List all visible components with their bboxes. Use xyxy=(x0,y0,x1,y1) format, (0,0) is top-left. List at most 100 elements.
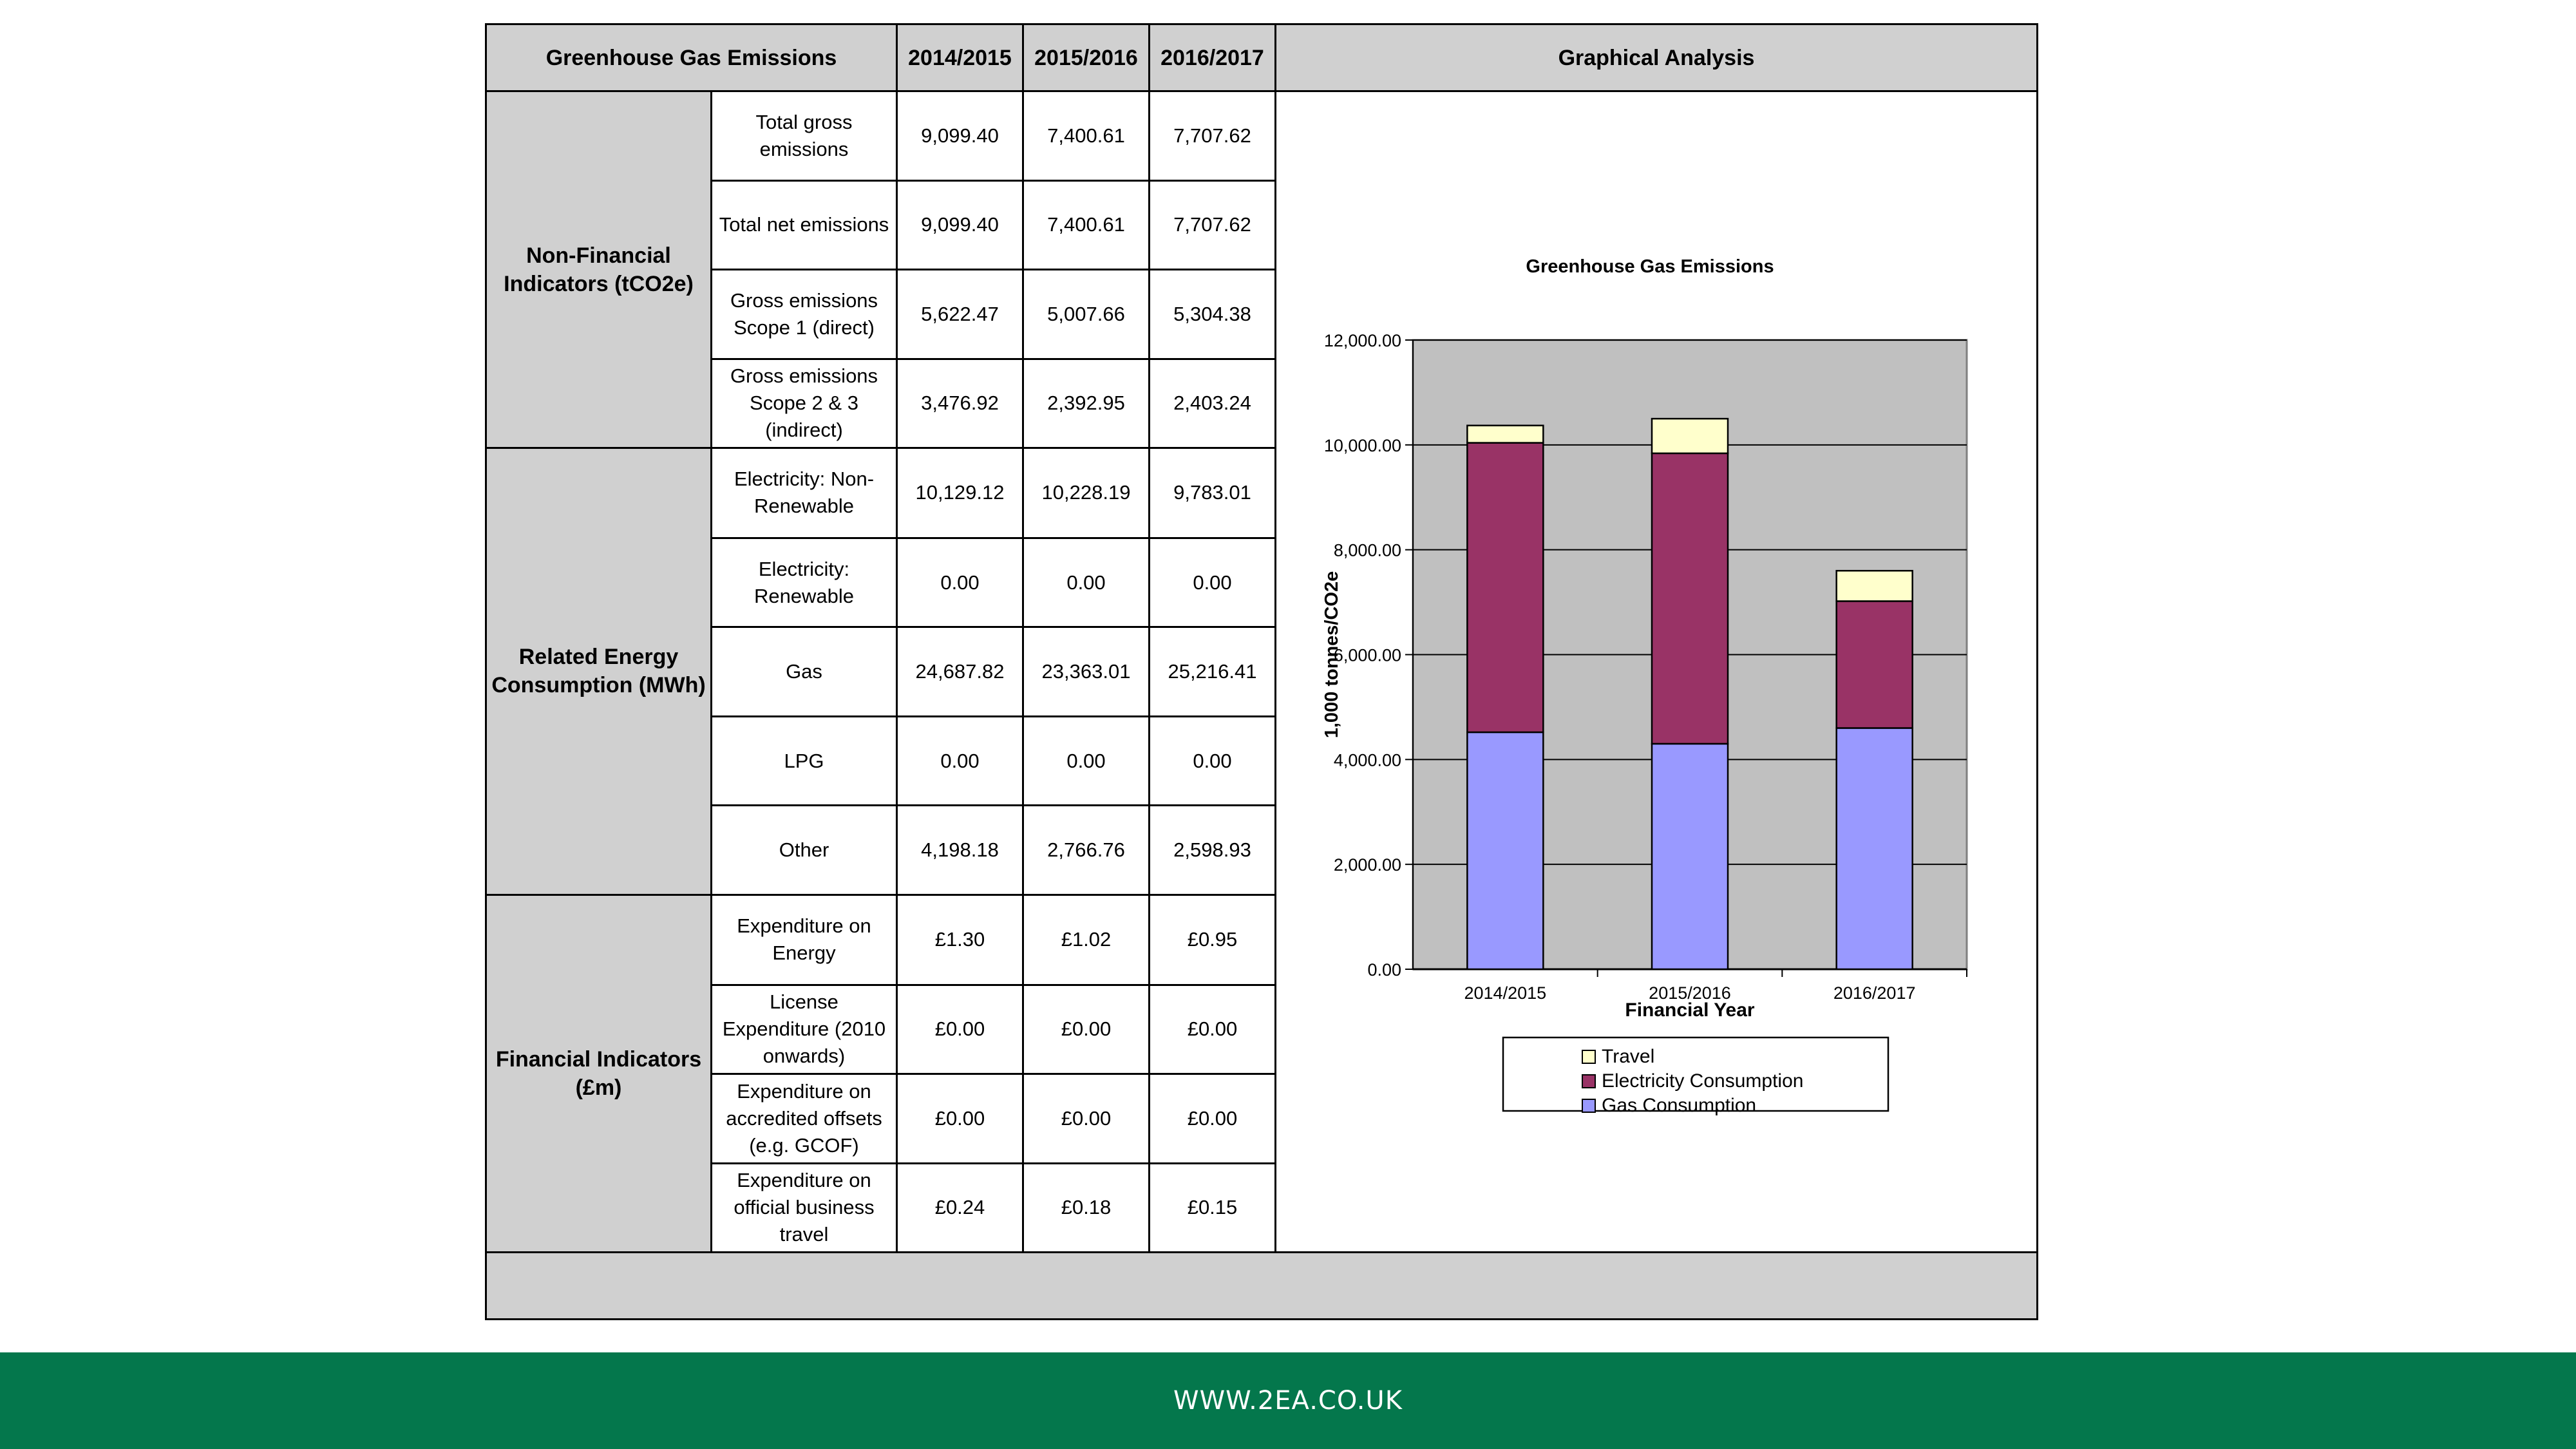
table-row: License Expenditure (2010 onwards) £0.00 £… xyxy=(486,983,2038,1075)
bar-gas-consumption xyxy=(1466,731,1544,971)
group-label-financial-indicators-m: Financial Indicators (£m) xyxy=(485,893,712,1254)
row-value: 25,216.41 xyxy=(1148,626,1276,717)
row-value: 0.00 xyxy=(896,536,1024,629)
legend-swatch-gas-consumption xyxy=(1582,1099,1596,1113)
table-footer-row xyxy=(485,1251,2038,1320)
header-year-2016-2017: 2016/2017 xyxy=(1148,23,1276,92)
group-label-related-energy-consumption-mwh: Related Energy Consumption (MWh) xyxy=(485,447,712,896)
table-row: Gross emissions Scope 1 (direct) 5,622.47… xyxy=(486,269,2038,360)
legend-label-gas-consumption: Gas Consumption xyxy=(1602,1095,1756,1116)
row-value: £0.00 xyxy=(1022,1073,1150,1164)
row-value: 7,707.62 xyxy=(1148,179,1276,270)
row-value: £0.00 xyxy=(896,983,1024,1075)
row-value: 0.00 xyxy=(1148,715,1276,807)
row-value: 0.00 xyxy=(1022,715,1150,807)
row-value: £0.00 xyxy=(1148,983,1276,1075)
row-label-lpg: LPG xyxy=(710,715,898,807)
table-header-row: Greenhouse Gas Emissions 2014/2015 2015/20… xyxy=(485,23,2038,92)
row-value: £0.15 xyxy=(1148,1162,1276,1253)
bar-gas-consumption xyxy=(1835,727,1913,971)
chart-cell: 0.00 2,000.00 4,000.00 6,000.00 8,000.00 10,0… xyxy=(1274,90,2038,1253)
footer-url[interactable]: WWW.2EA.CO.UK xyxy=(1173,1386,1403,1416)
row-value: 9,099.40 xyxy=(896,90,1024,182)
table-row: Total net emissions 9,099.40 7,400.61 7,707… xyxy=(486,179,2038,270)
legend-label-travel: Travel xyxy=(1602,1046,1654,1067)
table-footer-cell xyxy=(485,1251,2038,1320)
row-value: £0.24 xyxy=(896,1162,1024,1253)
y-tick-label: 0.00 xyxy=(1367,960,1401,980)
row-label-electricity-non-renewable: Electricity: Non-Renewable xyxy=(710,447,898,539)
row-label-gross-emissions-scope-2-3-indirect: Gross emissions Scope 2 & 3 (indirect) xyxy=(710,357,898,449)
table-row: Gas 24,687.82 23,363.01 25,216.41 xyxy=(486,626,2038,717)
bar-electricity-consumption xyxy=(1835,600,1913,729)
ghg-chart: 0.00 2,000.00 4,000.00 6,000.00 8,000.00 10,0… xyxy=(1321,256,1968,1116)
bar-travel xyxy=(1651,417,1729,455)
row-label-expenditure-on-energy: Expenditure on Energy xyxy=(710,893,898,986)
row-label-license-expenditure-2010-onwards: License Expenditure (2010 onwards) xyxy=(710,983,898,1075)
table-row: Gross emissions Scope 2 & 3 (indirect) 3,… xyxy=(486,357,2038,449)
row-label-gross-emissions-scope-1-direct: Gross emissions Scope 1 (direct) xyxy=(710,269,898,360)
row-value: 5,007.66 xyxy=(1022,269,1150,360)
row-label-expenditure-on-accredited-offsets-e-g-gcof: Expenditure on accredited offsets (e.g. … xyxy=(710,1073,898,1164)
row-value: 2,403.24 xyxy=(1148,357,1276,449)
table-row: Related Energy Consumption (MWh) Electric… xyxy=(485,447,2038,896)
header-year-2014-2015: 2014/2015 xyxy=(896,23,1024,92)
row-label-total-gross-emissions: Total gross emissions xyxy=(710,90,898,182)
table-row: Expenditure on accredited offsets (e.g. … xyxy=(486,1073,2038,1164)
row-value: 10,228.19 xyxy=(1022,447,1150,539)
row-value: 2,766.76 xyxy=(1022,804,1150,896)
header-year-2015-2016: 2015/2016 xyxy=(1022,23,1150,92)
table-row: Non-Financial Indicators (tCO2e) Total gr… xyxy=(485,90,2038,1253)
table-row: Other 4,198.18 2,766.76 2,598.93 xyxy=(486,804,2038,896)
row-value: £1.30 xyxy=(896,893,1024,986)
table-row: Financial Indicators (£m) Expenditure on … xyxy=(485,893,2038,1254)
row-value: 3,476.92 xyxy=(896,357,1024,449)
x-tick-label: 2016/2017 xyxy=(1833,983,1916,1003)
row-label-other: Other xyxy=(710,804,898,896)
bar-travel xyxy=(1835,569,1913,602)
y-tick-label: 10,000.00 xyxy=(1324,436,1401,455)
header-graphical-analysis: Graphical Analysis xyxy=(1274,23,2038,92)
row-value: 0.00 xyxy=(896,715,1024,807)
row-value: 9,783.01 xyxy=(1148,447,1276,539)
table-row: Electricity: Renewable 0.00 0.00 0.00 xyxy=(486,536,2038,629)
row-value: £0.18 xyxy=(1022,1162,1150,1253)
row-value: 24,687.82 xyxy=(896,626,1024,717)
chart-title: Greenhouse Gas Emissions xyxy=(1526,256,1774,277)
row-value: 5,622.47 xyxy=(896,269,1024,360)
row-value: 7,400.61 xyxy=(1022,179,1150,270)
row-value: £1.02 xyxy=(1022,893,1150,986)
row-value: 23,363.01 xyxy=(1022,626,1150,717)
row-value: 0.00 xyxy=(1148,536,1276,629)
y-axis-label: 1,000 tonnes/CO2e xyxy=(1321,571,1342,739)
row-value: 5,304.38 xyxy=(1148,269,1276,360)
row-value: 10,129.12 xyxy=(896,447,1024,539)
bar-electricity-consumption xyxy=(1651,452,1729,745)
row-value: 2,392.95 xyxy=(1022,357,1150,449)
x-tick-label: 2014/2015 xyxy=(1464,983,1547,1003)
row-value: 4,198.18 xyxy=(896,804,1024,896)
ghg-emissions-table: Greenhouse Gas Emissions 2014/2015 2015/20… xyxy=(485,23,2038,1320)
row-value: 2,598.93 xyxy=(1148,804,1276,896)
bar-electricity-consumption xyxy=(1466,442,1544,734)
row-value: £0.00 xyxy=(896,1073,1024,1164)
row-value: £0.00 xyxy=(1148,1073,1276,1164)
x-tick-label: 2015/2016 xyxy=(1649,983,1731,1003)
row-value: 9,099.40 xyxy=(896,179,1024,270)
bar-travel xyxy=(1466,424,1544,444)
y-tick-label: 2,000.00 xyxy=(1334,855,1401,875)
legend xyxy=(1502,1036,1889,1112)
row-value: 7,707.62 xyxy=(1148,90,1276,182)
x-axis-label: Financial Year xyxy=(1625,999,1755,1021)
row-value: £0.00 xyxy=(1022,983,1150,1075)
y-tick-label: 8,000.00 xyxy=(1334,541,1401,560)
row-label-expenditure-on-official-business-travel: Expenditure on official business travel xyxy=(710,1162,898,1253)
y-tick-label: 4,000.00 xyxy=(1334,750,1401,770)
row-value: £0.95 xyxy=(1148,893,1276,986)
legend-label-electricity-consumption: Electricity Consumption xyxy=(1602,1070,1803,1092)
header-title: Greenhouse Gas Emissions xyxy=(485,23,898,92)
row-label-gas: Gas xyxy=(710,626,898,717)
row-label-electricity-renewable: Electricity: Renewable xyxy=(710,536,898,629)
footer-bar: WWW.2EA.CO.UK xyxy=(0,1352,2576,1449)
table-row: LPG 0.00 0.00 0.00 xyxy=(486,715,2038,807)
